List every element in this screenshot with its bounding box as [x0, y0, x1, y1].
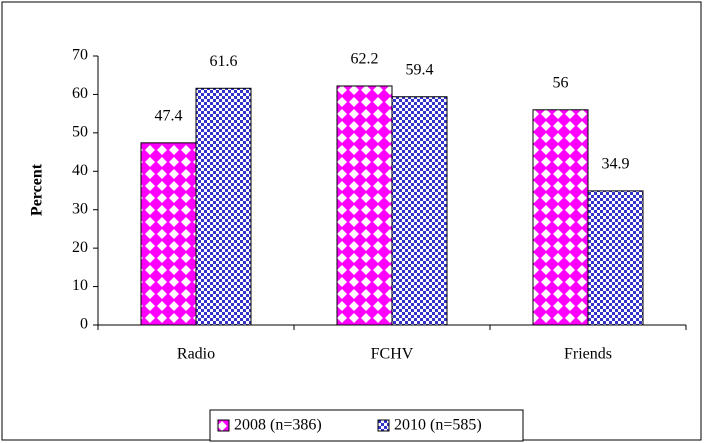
y-tick-label: 50	[72, 124, 88, 141]
legend-swatch	[217, 419, 230, 432]
x-tick-label: Friends	[564, 346, 612, 363]
legend-label: 2008 (n=386)	[234, 417, 322, 434]
legend-label: 2010 (n=585)	[394, 417, 482, 434]
value-label: 56	[553, 74, 569, 91]
legend-box	[209, 409, 524, 442]
value-label: 47.4	[155, 108, 183, 125]
x-tick-label: FCHV	[371, 346, 414, 363]
bar	[532, 109, 589, 326]
value-label: 61.6	[210, 53, 238, 70]
value-label: 34.9	[602, 156, 630, 173]
bar	[140, 142, 197, 326]
bar	[391, 96, 448, 326]
y-tick-label: 10	[72, 277, 88, 294]
bar	[195, 87, 252, 326]
value-label: 62.2	[351, 51, 379, 68]
y-tick-label: 40	[72, 162, 88, 179]
y-tick-label: 60	[72, 85, 88, 102]
bar	[336, 85, 393, 326]
x-tick-label: Radio	[177, 346, 215, 363]
bar	[587, 190, 644, 326]
y-tick-label: 70	[72, 47, 88, 64]
y-tick-label: 30	[72, 200, 88, 217]
y-tick-label: 0	[80, 316, 88, 333]
legend-swatch	[377, 419, 390, 432]
y-tick-label: 20	[72, 239, 88, 256]
y-axis-label: Percent	[29, 163, 46, 216]
value-label: 59.4	[406, 61, 434, 78]
